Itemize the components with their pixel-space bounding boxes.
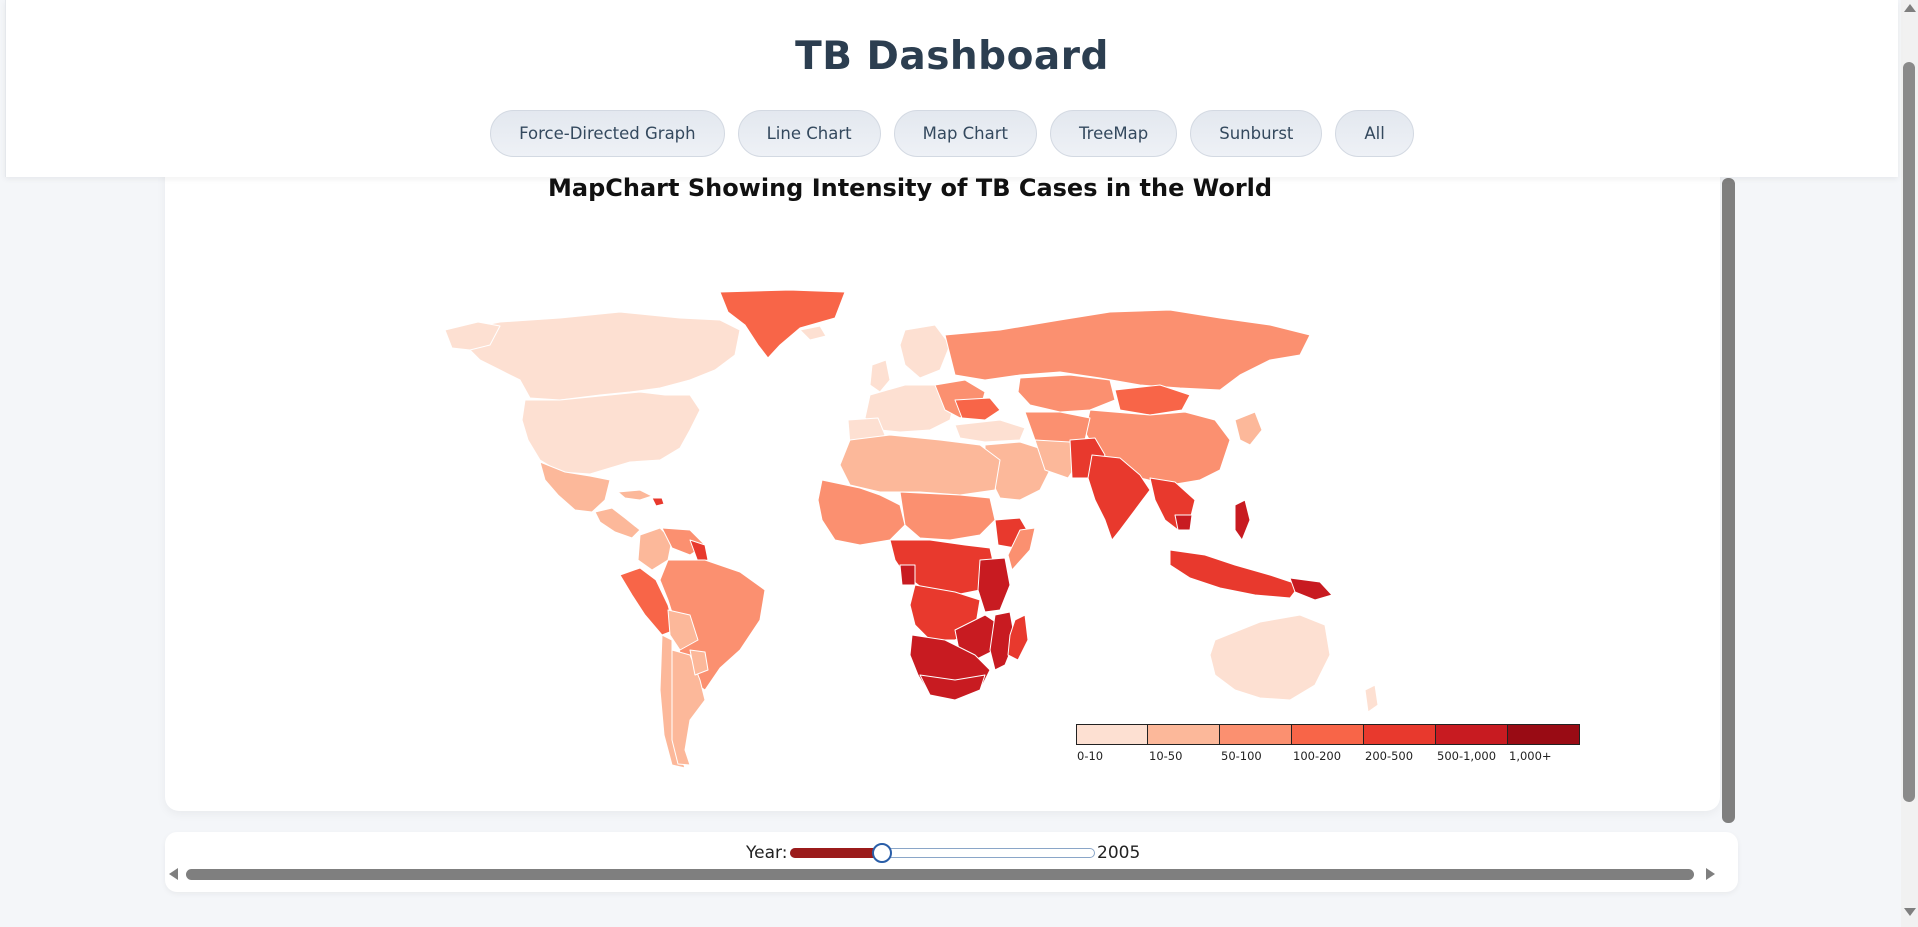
country-uk — [869, 359, 891, 393]
country-sahel — [899, 491, 996, 541]
country-cambodia — [1174, 514, 1193, 531]
scroll-right-arrow-icon[interactable] — [1706, 868, 1715, 880]
country-east-africa — [977, 557, 1011, 613]
map-title: MapChart Showing Intensity of TB Cases i… — [548, 174, 1273, 202]
country-australia — [1209, 614, 1331, 701]
country-alaska — [444, 321, 501, 351]
legend-label: 1,000+ — [1509, 749, 1552, 763]
legend-label: 200-500 — [1365, 749, 1414, 763]
country-south-africa — [919, 674, 986, 701]
country-ukraine — [954, 397, 1001, 421]
country-paraguay — [689, 649, 709, 676]
legend-swatch — [1508, 724, 1580, 745]
legend-swatch — [1292, 724, 1364, 745]
country-bolivia — [667, 609, 699, 651]
country-korea-japan — [1234, 411, 1263, 446]
year-slider-thumb[interactable] — [872, 843, 892, 863]
legend-swatch — [1436, 724, 1508, 745]
legend-label: 100-200 — [1293, 749, 1342, 763]
chart-nav: Force-Directed Graph Line Chart Map Char… — [6, 110, 1898, 157]
country-madagascar — [1007, 614, 1029, 661]
controls-card — [165, 832, 1738, 892]
legend-swatch — [1148, 724, 1220, 745]
country-north-africa — [839, 434, 1001, 496]
country-indonesia — [1169, 549, 1301, 599]
legend-swatch — [1364, 724, 1436, 745]
legend-label: 50-100 — [1221, 749, 1262, 763]
country-scandinavia — [899, 324, 951, 379]
legend-label: 0-10 — [1077, 749, 1104, 763]
year-value: 2005 — [1097, 843, 1141, 863]
force-directed-graph-button[interactable]: Force-Directed Graph — [490, 110, 725, 157]
year-slider-fill — [790, 848, 882, 858]
country-haiti — [651, 497, 665, 507]
country-russia — [944, 309, 1311, 391]
country-canada — [459, 311, 741, 401]
country-guyana — [689, 539, 709, 563]
legend-swatch — [1220, 724, 1292, 745]
legend-label: 500-1,000 — [1437, 749, 1497, 763]
page-scrollbar-thumb[interactable] — [1903, 62, 1915, 802]
dashboard-header: TB Dashboard Force-Directed Graph Line C… — [5, 0, 1898, 177]
country-new-zealand — [1364, 684, 1379, 713]
page-scroll-down-arrow-icon[interactable] — [1904, 908, 1916, 916]
page-title: TB Dashboard — [795, 34, 1109, 79]
legend-swatch — [1076, 724, 1148, 745]
country-turkey — [954, 419, 1026, 443]
country-iceland — [799, 325, 827, 341]
year-label: Year: — [746, 843, 788, 863]
scroll-left-arrow-icon[interactable] — [169, 868, 178, 880]
country-central-america — [594, 507, 641, 539]
country-greenland — [719, 289, 846, 359]
color-legend: 0-10 10-50 50-100 100-200 200-500 500-1,000 1,… — [1076, 724, 1580, 763]
line-chart-button[interactable]: Line Chart — [737, 110, 881, 157]
page-scroll-up-arrow-icon[interactable] — [1904, 4, 1916, 12]
all-button[interactable]: All — [1335, 110, 1414, 157]
legend-label: 10-50 — [1149, 749, 1183, 763]
sunburst-button[interactable]: Sunburst — [1190, 110, 1323, 157]
country-gabon — [899, 564, 916, 586]
map-chart-button[interactable]: Map Chart — [893, 110, 1038, 157]
country-usa — [521, 391, 701, 475]
map-vertical-scrollbar[interactable] — [1722, 178, 1735, 823]
country-cuba — [617, 489, 653, 501]
treemap-button[interactable]: TreeMap — [1050, 110, 1178, 157]
country-kazakhstan — [1017, 374, 1116, 413]
country-india — [1087, 454, 1151, 541]
country-mexico — [539, 461, 611, 513]
country-philippines — [1234, 499, 1251, 541]
country-somalia — [1007, 527, 1036, 571]
map-horizontal-scrollbar[interactable] — [186, 869, 1694, 880]
country-mongolia — [1114, 384, 1191, 416]
country-papua — [1289, 577, 1333, 601]
